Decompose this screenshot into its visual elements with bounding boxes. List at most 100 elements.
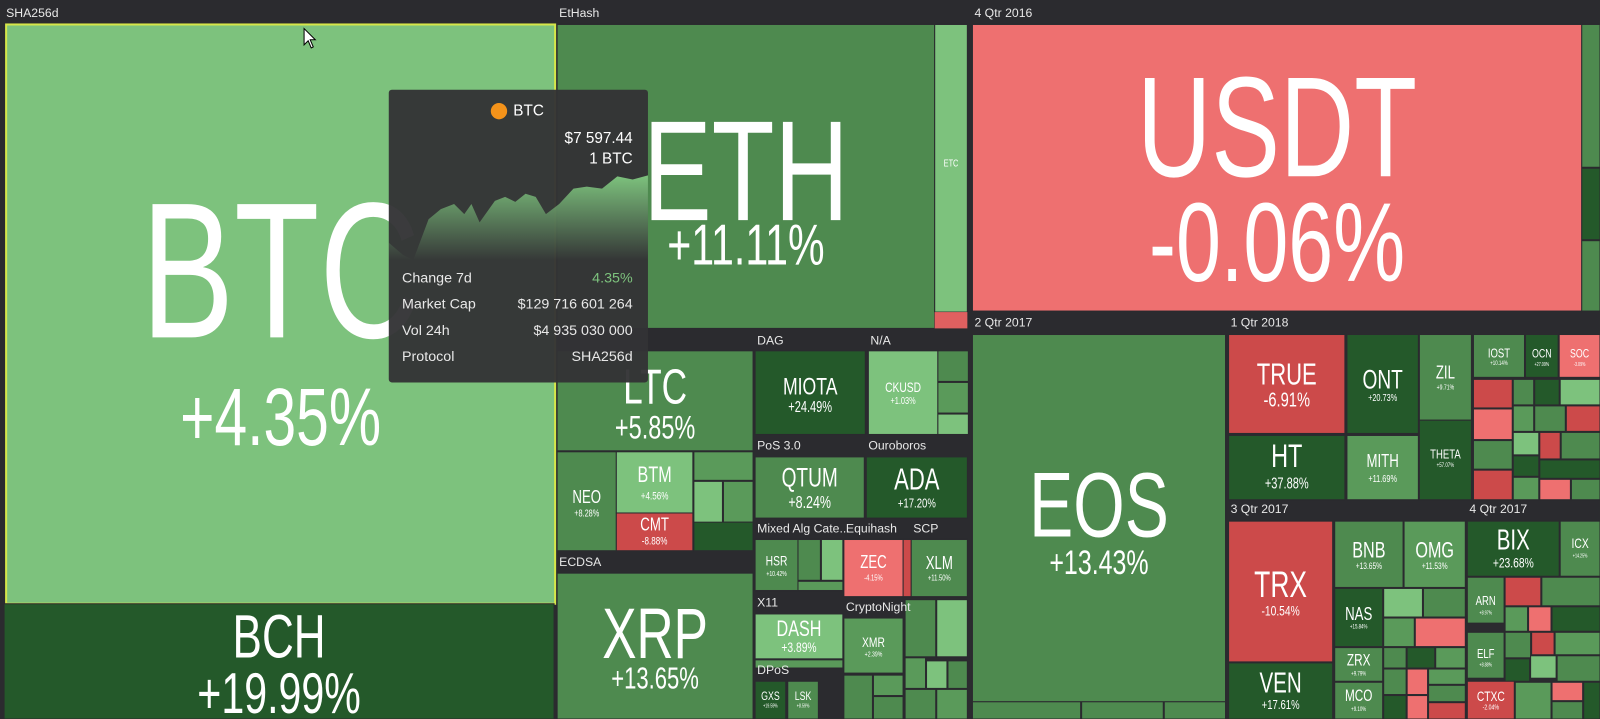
coin-symbol: ZIL — [1436, 364, 1455, 384]
coin-tile — [1228, 662, 1334, 719]
minor-tile — [1512, 455, 1540, 477]
coin-change: +20.73% — [1368, 392, 1397, 403]
minor-tile — [693, 451, 754, 481]
coin-symbol: USDT — [1137, 48, 1417, 207]
minor-tile — [797, 538, 821, 581]
tooltip-price: $7 597.44 — [565, 130, 634, 147]
minor-tile — [1514, 681, 1552, 719]
minor-tile — [1583, 681, 1600, 719]
minor-tile — [1504, 606, 1529, 632]
coin-tile — [1466, 520, 1560, 577]
minor-tile — [1512, 378, 1535, 406]
minor-tile — [1570, 478, 1600, 501]
coin-change: +8.59% — [797, 703, 810, 709]
group-label: 4 Qtr 2016 — [974, 6, 1032, 20]
coin-tile — [1228, 434, 1346, 501]
coin-change: +23.68% — [1493, 555, 1534, 571]
coin-change: +8.97% — [1479, 610, 1492, 616]
coin-tile — [556, 451, 617, 552]
minor-tile — [1551, 606, 1600, 632]
group-label: Equihash — [846, 521, 897, 535]
minor-tile — [1504, 658, 1531, 682]
coin-tile — [1334, 587, 1384, 648]
coin-change: +19.99% — [197, 661, 361, 719]
coin-symbol: XLM — [926, 554, 953, 574]
minor-tile — [937, 413, 969, 435]
coin-change: +19.59% — [763, 703, 778, 709]
minor-tile — [934, 312, 968, 329]
minor-tile — [1504, 631, 1532, 659]
coin-change: +17.20% — [898, 497, 936, 511]
coin-tile — [1472, 334, 1525, 378]
tooltip-row-value: $4 935 030 000 — [533, 323, 632, 339]
coin-change: +24.49% — [788, 398, 832, 415]
minor-tile — [1383, 647, 1407, 669]
group-label: SHA256d — [6, 6, 59, 20]
minor-tile — [1428, 668, 1466, 685]
coin-change: -8.88% — [642, 535, 668, 548]
minor-tile — [936, 599, 968, 658]
coin-tile — [843, 617, 904, 674]
minor-tile — [937, 350, 969, 382]
coin-change: +27.09% — [1535, 361, 1550, 367]
coin-symbol: TRX — [1254, 564, 1307, 605]
minor-tile — [820, 538, 844, 581]
group-label: 2 Qtr 2017 — [974, 315, 1032, 329]
coin-tile — [556, 572, 754, 719]
coin-tile — [1418, 419, 1472, 501]
coin-symbol: NEO — [572, 488, 601, 508]
coin-symbol: BNB — [1352, 538, 1385, 563]
coin-tile — [1466, 680, 1515, 719]
coin-tile — [971, 23, 1583, 312]
coin-symbol: IOST — [1488, 347, 1510, 361]
coin-change: +11.69% — [1368, 473, 1397, 484]
coin-change: +10.42% — [766, 570, 787, 578]
coin-symbol: ONT — [1363, 364, 1403, 394]
minor-tile — [1422, 587, 1466, 618]
group-label: PoS 3.0 — [757, 439, 801, 453]
minor-tile — [872, 674, 904, 697]
coin-icon — [490, 103, 508, 120]
coin-symbol: CMT — [640, 515, 669, 535]
coin-change: +13.43% — [1049, 544, 1148, 582]
group-label: ECDSA — [559, 555, 602, 569]
coin-tile — [843, 538, 904, 598]
group-label: 4 Qtr 2017 — [1469, 502, 1527, 516]
group-label: Mixed Alg Cate... — [757, 521, 850, 535]
minor-tile — [1406, 647, 1436, 669]
minor-tile — [1512, 405, 1535, 432]
tooltip-row-value: 4.35% — [592, 270, 633, 286]
minor-tile — [1472, 440, 1513, 470]
group-label: CryptoNight — [846, 600, 911, 614]
coin-change: -2.04% — [1483, 704, 1500, 712]
coin-change: -0.06% — [1149, 180, 1405, 305]
coin-symbol: ADA — [894, 462, 939, 496]
coin-symbol: GXS — [761, 690, 780, 704]
coin-symbol: CKUSD — [885, 380, 921, 396]
minor-tile — [797, 580, 844, 592]
coin-tile — [867, 350, 939, 435]
minor-tile — [1534, 405, 1566, 432]
coin-symbol: XMR — [862, 634, 885, 650]
minor-tile — [1534, 378, 1560, 406]
minor-tile — [1428, 702, 1466, 719]
coin-tile — [1346, 334, 1419, 434]
coin-tile — [754, 613, 844, 660]
coin-change: -6.91% — [1263, 388, 1310, 411]
coin-symbol: MIOTA — [783, 373, 838, 401]
coin-symbol: MCO — [1345, 687, 1372, 705]
coin-change: +10.14% — [1490, 361, 1508, 368]
coin-tile — [865, 456, 968, 519]
minor-tile — [1581, 167, 1600, 241]
coin-tile — [754, 680, 787, 719]
coin-symbol: XRP — [602, 595, 708, 674]
minor-tile — [1530, 655, 1557, 679]
cursor — [303, 27, 317, 49]
coin-symbol: SOC — [1570, 347, 1589, 361]
minor-tile — [947, 660, 968, 689]
group-label: Ouroboros — [868, 439, 926, 453]
minor-tile — [1581, 23, 1600, 168]
group-label: EtHash — [559, 6, 599, 20]
